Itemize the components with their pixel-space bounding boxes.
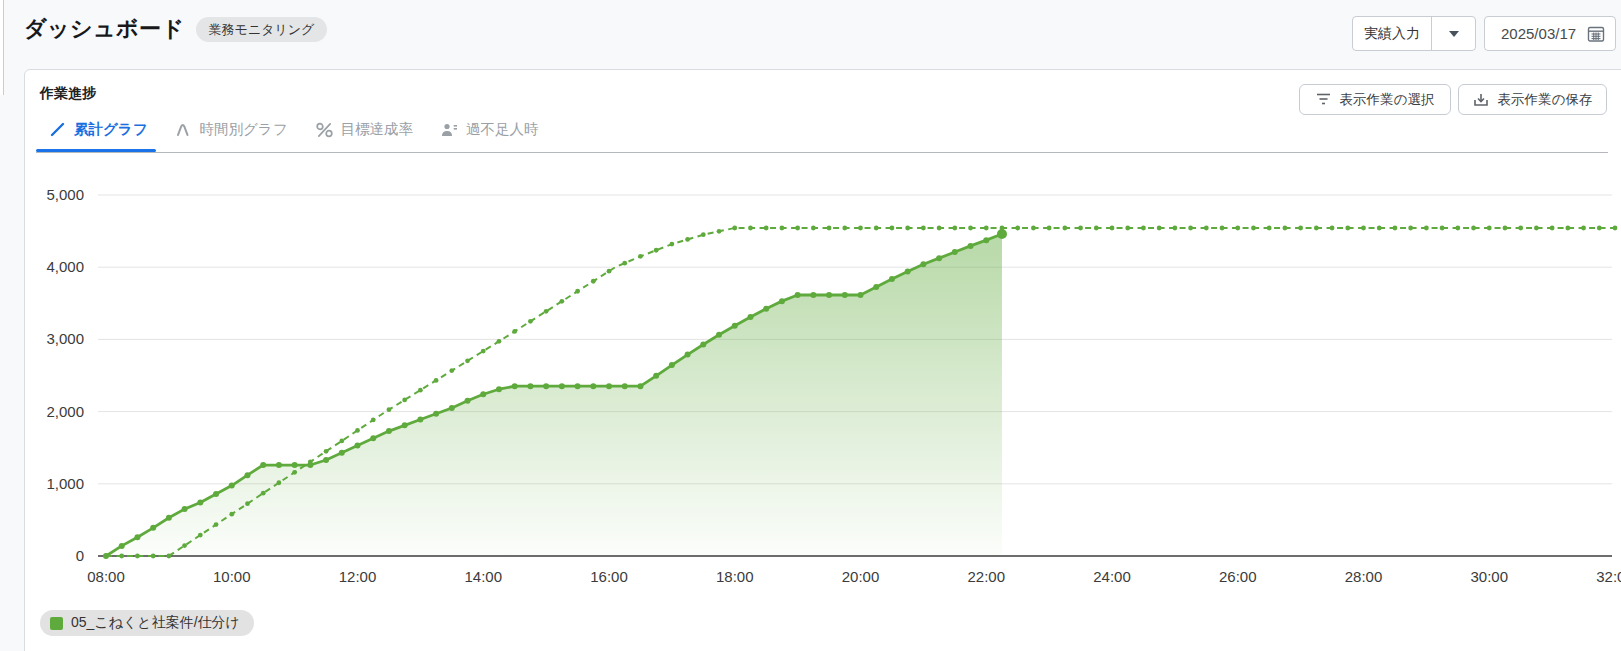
svg-text:12:00: 12:00 xyxy=(339,568,377,585)
svg-text:22:00: 22:00 xyxy=(967,568,1005,585)
svg-text:32:00: 32:00 xyxy=(1596,568,1621,585)
svg-text:0: 0 xyxy=(76,547,84,564)
svg-text:26:00: 26:00 xyxy=(1219,568,1257,585)
svg-text:30:00: 30:00 xyxy=(1470,568,1508,585)
svg-text:16:00: 16:00 xyxy=(590,568,628,585)
svg-text:4,000: 4,000 xyxy=(46,258,84,275)
svg-text:24:00: 24:00 xyxy=(1093,568,1131,585)
svg-text:18:00: 18:00 xyxy=(716,568,754,585)
svg-text:1,000: 1,000 xyxy=(46,475,84,492)
legend-item[interactable]: 05_こねくと社案件/仕分け xyxy=(40,610,254,636)
cumulative-line-chart: 0 1,000 2,000 3,000 4,000 5,000 08:00 10:00 12:0… xyxy=(0,0,1621,651)
legend-color-swatch xyxy=(50,617,63,630)
legend-label: 05_こねくと社案件/仕分け xyxy=(71,614,240,632)
svg-text:5,000: 5,000 xyxy=(46,186,84,203)
svg-text:08:00: 08:00 xyxy=(87,568,125,585)
svg-text:20:00: 20:00 xyxy=(842,568,880,585)
svg-text:2,000: 2,000 xyxy=(46,403,84,420)
svg-text:14:00: 14:00 xyxy=(464,568,502,585)
svg-text:10:00: 10:00 xyxy=(213,568,251,585)
svg-text:3,000: 3,000 xyxy=(46,330,84,347)
svg-text:28:00: 28:00 xyxy=(1345,568,1383,585)
